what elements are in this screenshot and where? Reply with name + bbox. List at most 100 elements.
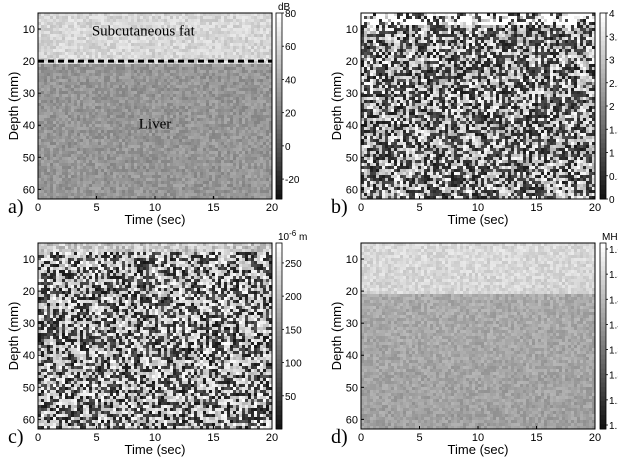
colorbar-frame — [275, 242, 283, 430]
panel-label: b) — [331, 196, 348, 218]
annotation-label: Liver — [139, 116, 171, 132]
heatmap-image — [361, 243, 596, 430]
y-tick-label: 50 — [346, 152, 358, 164]
y-tick-label: 50 — [346, 382, 358, 394]
y-tick-label: 10 — [346, 24, 358, 36]
x-tick-label: 0 — [358, 202, 364, 214]
panel-a: 80 60 40 20 0 -20 dB 0 5 10 15 20 10 20 30 40 50 60 Time (… — [6, 2, 300, 227]
y-tick-label: 30 — [346, 88, 358, 100]
x-tick-label: 10 — [149, 202, 161, 214]
colorbar-frame — [599, 242, 607, 430]
colorbar-tick-label: 1.2 — [609, 396, 618, 407]
y-axis-label: Depth (mm) — [6, 72, 21, 141]
panel-c: 250 200 150 100 50 10-6 m 0 5 10 15 20 10 20 30 40 50 60… — [6, 229, 307, 457]
colorbar: 4 3.5 3 2.5 2 1.5 1 0.5 0 — [599, 9, 618, 206]
x-axis-label: Time (sec) — [125, 442, 186, 457]
x-tick-label: 5 — [93, 202, 99, 214]
x-tick-label: 20 — [266, 202, 278, 214]
colorbar-tick-label: 20 — [285, 109, 297, 120]
y-tick-label: 10 — [23, 254, 35, 266]
colorbar-tick-label: 1.6 — [609, 245, 618, 256]
x-tick-label: 0 — [35, 202, 41, 214]
x-tick-label: 20 — [589, 432, 601, 444]
x-tick-label: 15 — [530, 202, 542, 214]
y-tick-label: 10 — [23, 24, 35, 36]
colorbar-tick-label: 4 — [609, 9, 615, 20]
colorbar-tick-label: 1.3 — [609, 371, 618, 382]
y-tick-label: 10 — [346, 254, 358, 266]
colorbar-tick-label: 3.5 — [609, 32, 618, 43]
panel-label: a) — [8, 196, 24, 218]
colorbar-tick-label: 80 — [285, 9, 297, 20]
colorbar: 250 200 150 100 50 10-6 m — [275, 229, 307, 430]
y-tick-label: 20 — [23, 286, 35, 298]
colorbar: 80 60 40 20 0 -20 dB — [275, 2, 300, 200]
x-tick-label: 15 — [207, 202, 219, 214]
y-tick-label: 20 — [346, 286, 358, 298]
x-tick-label: 5 — [416, 432, 422, 444]
colorbar-tick-label: 1.5 — [609, 270, 618, 281]
colorbar-tick-label: 1.5 — [609, 125, 618, 136]
colorbar-unit: MHz — [602, 232, 618, 243]
x-tick-label: 5 — [416, 202, 422, 214]
x-tick-label: 10 — [472, 202, 484, 214]
y-tick-label: 30 — [23, 88, 35, 100]
colorbar-tick-label: 2.5 — [609, 79, 618, 90]
x-tick-label: 10 — [149, 432, 161, 444]
heatmap-image — [38, 13, 273, 200]
x-tick-label: 15 — [530, 432, 542, 444]
x-tick-label: 20 — [266, 432, 278, 444]
y-tick-label: 30 — [23, 318, 35, 330]
panel-label: d) — [331, 426, 348, 448]
y-tick-label: 50 — [23, 382, 35, 394]
colorbar-unit: dB — [278, 2, 291, 13]
x-tick-label: 0 — [35, 432, 41, 444]
panel-label: c) — [8, 426, 24, 448]
colorbar-tick-label: 0 — [285, 142, 291, 153]
colorbar-tick-label: 250 — [285, 259, 302, 270]
y-tick-label: 60 — [346, 414, 358, 426]
y-axis-label: Depth (mm) — [6, 302, 21, 371]
x-axis-label: Time (sec) — [125, 212, 186, 227]
colorbar-tick-label: 2 — [609, 102, 615, 113]
colorbar-tick-label: 100 — [285, 359, 302, 370]
colorbar-tick-label: 1.4 — [609, 320, 618, 331]
heatmap-image — [361, 13, 596, 200]
y-axis-label: Depth (mm) — [329, 302, 344, 371]
x-tick-label: 15 — [207, 432, 219, 444]
colorbar-tick-label: 150 — [285, 325, 302, 336]
colorbar-tick-label: 3 — [609, 56, 615, 67]
panel-d: 1.6 1.5 1.4 1.4 1.3 1.3 1.2 1.1 MHz 0 5 10 15 20 10 20 3… — [329, 232, 618, 457]
y-tick-label: 40 — [23, 350, 35, 362]
y-tick-label: 20 — [23, 56, 35, 68]
colorbar-tick-label: 1.3 — [609, 346, 618, 357]
colorbar-tick-label: 40 — [285, 75, 297, 86]
x-tick-label: 5 — [93, 432, 99, 444]
y-tick-label: 50 — [23, 152, 35, 164]
y-tick-label: 60 — [23, 184, 35, 196]
colorbar-frame — [275, 12, 283, 200]
colorbar-tick-label: 200 — [285, 292, 302, 303]
colorbar-tick-label: 60 — [285, 42, 297, 53]
y-tick-label: 20 — [346, 56, 358, 68]
y-tick-label: 30 — [346, 318, 358, 330]
heatmap-image — [38, 243, 273, 430]
colorbar: 1.6 1.5 1.4 1.4 1.3 1.3 1.2 1.1 MHz — [599, 232, 618, 432]
colorbar-tick-label: 0 — [609, 195, 615, 206]
colorbar-tick-label: 0.5 — [609, 172, 618, 183]
colorbar-tick-label: 50 — [285, 392, 297, 403]
x-axis-label: Time (sec) — [448, 212, 509, 227]
y-tick-label: 60 — [346, 184, 358, 196]
y-tick-label: 40 — [346, 120, 358, 132]
x-tick-label: 10 — [472, 432, 484, 444]
annotation-label: Subcutaneous fat — [92, 23, 196, 39]
colorbar-unit: 10-6 m — [278, 229, 307, 243]
y-tick-label: 60 — [23, 414, 35, 426]
y-axis-label: Depth (mm) — [329, 72, 344, 141]
colorbar-tick-label: 1 — [609, 149, 615, 160]
colorbar-tick-label: -20 — [285, 175, 300, 186]
x-tick-label: 20 — [589, 202, 601, 214]
colorbar-tick-label: 1.4 — [609, 295, 618, 306]
y-tick-label: 40 — [346, 350, 358, 362]
